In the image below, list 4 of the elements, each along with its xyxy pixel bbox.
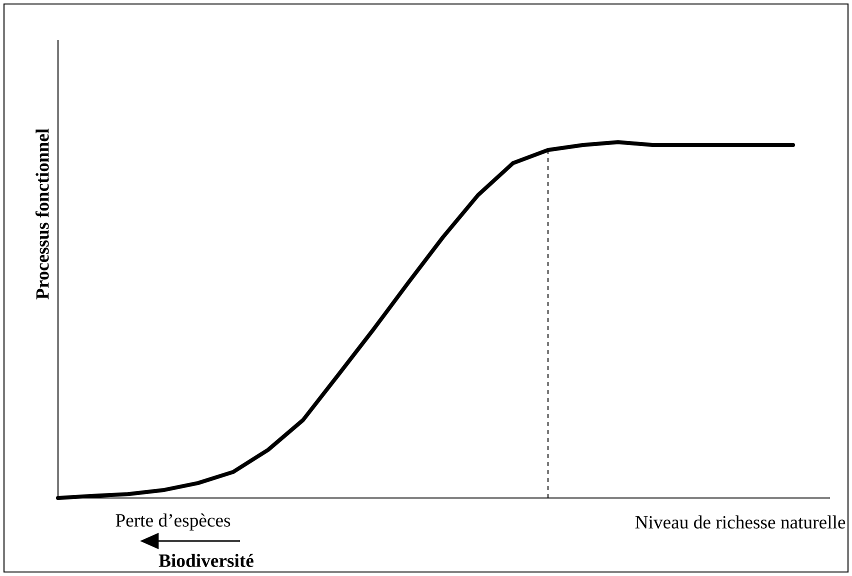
text: Niveau de richesse naturelle — [635, 515, 846, 529]
x-axis-title: Biodiversité — [158, 554, 254, 567]
y-axis-title: Processus fonctionnel — [35, 128, 49, 300]
text: Perte d’espèces — [116, 514, 230, 530]
